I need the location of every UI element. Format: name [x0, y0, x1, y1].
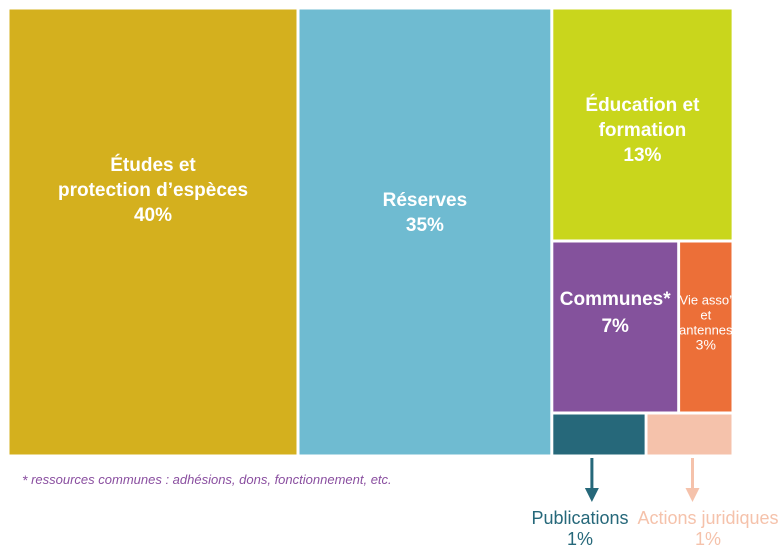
tile-vie-asso	[680, 242, 732, 412]
tile-vie-asso-value: 3%	[696, 337, 716, 353]
callout-actions-juridiques-name: Actions juridiques	[637, 508, 779, 528]
callout-publications-name: Publications	[531, 508, 629, 528]
tile-actions-juridiques	[647, 414, 732, 455]
tile-education	[553, 9, 732, 240]
tile-reserves	[299, 9, 551, 455]
tile-reserves-value: 35%	[406, 215, 444, 236]
tile-etudes-name: Études et	[110, 154, 196, 176]
callout-publications: Publications 1%	[520, 508, 640, 550]
tile-etudes	[9, 9, 297, 455]
treemap-tiles: Études et protection d’espèces 40% Réserves…	[9, 9, 733, 455]
tile-etudes-name: protection d’espèces	[58, 180, 248, 201]
footnote-star: *	[22, 472, 28, 488]
callout-arrowhead-publications	[584, 488, 599, 502]
tile-etudes-value: 40%	[134, 205, 172, 226]
footnote-text: ressources communes : adhésions, dons, f…	[27, 472, 392, 487]
callout-arrowhead-actions-juridiques	[685, 488, 700, 502]
tile-vie-asso-name: Vie asso’	[680, 293, 733, 308]
callout-actions-juridiques: Actions juridiques 1%	[633, 508, 781, 550]
callout-actions-juridiques-value: 1%	[694, 529, 721, 549]
tile-communes	[553, 242, 678, 412]
tile-communes-value: 7%	[601, 316, 629, 337]
callout-publications-value: 1%	[566, 529, 593, 549]
footnote: * ressources communes : adhésions, dons,…	[22, 472, 392, 488]
tile-reserves-name: Réserves	[383, 190, 468, 211]
tile-publications	[553, 414, 645, 455]
tile-education-name: Éducation et	[585, 94, 700, 116]
tile-vie-asso-name: antennes	[679, 323, 733, 338]
tile-vie-asso-name: et	[700, 308, 711, 323]
tile-education-value: 13%	[623, 145, 661, 166]
tile-education-name: formation	[599, 120, 687, 141]
tile-communes-name: Communes*	[560, 289, 671, 310]
